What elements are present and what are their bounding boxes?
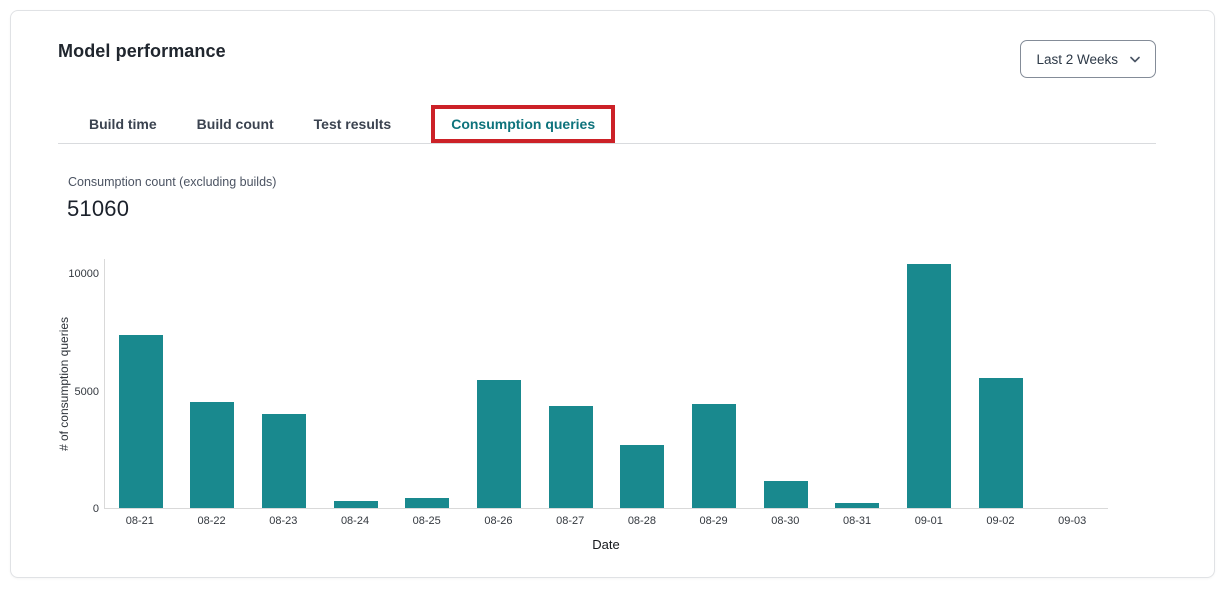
model-performance-card: Model performance Last 2 Weeks Build tim…	[10, 10, 1215, 578]
tab-consumption-queries[interactable]: Consumption queries	[451, 116, 596, 132]
x-axis-labels: 08-21 08-22 08-23 08-24 08-25 08-26 08-27 08-28…	[104, 515, 1108, 527]
chevron-down-icon	[1130, 56, 1140, 63]
x-tick-label-08-30: 08-30	[771, 515, 800, 527]
bar-08-22	[190, 401, 235, 508]
x-tick-label-08-25: 08-25	[412, 515, 441, 527]
bar-slot-08-26	[463, 259, 535, 508]
y-tick-label-10000: 10000	[68, 268, 99, 281]
bar-slot-09-01	[893, 259, 965, 508]
bar-08-24	[333, 500, 378, 508]
bar-slot-08-31	[821, 259, 893, 508]
tab-test-results[interactable]: Test results	[313, 116, 392, 132]
page-title: Model performance	[58, 41, 226, 61]
bar-08-31	[835, 502, 880, 508]
bar-slot-08-28	[606, 259, 678, 508]
y-axis-ticks: 0 5000 10000	[11, 259, 99, 515]
tab-bar: Build time Build count Test results Cons…	[58, 105, 1156, 144]
x-tick-label-08-29: 08-29	[699, 515, 728, 527]
y-tick-label-0: 0	[92, 503, 99, 515]
bar-08-27	[548, 406, 593, 508]
bar-09-02	[978, 378, 1023, 508]
stat-label: Consumption count (excluding builds)	[68, 175, 277, 189]
x-tick-label-08-22: 08-22	[197, 515, 226, 527]
bar-08-21	[118, 335, 163, 508]
x-tick-label-08-31: 08-31	[842, 515, 872, 527]
x-tick-label-09-02: 09-02	[986, 515, 1015, 527]
bar-slot-08-30	[750, 259, 822, 508]
x-axis-title: Date	[592, 537, 620, 552]
x-tick-label-08-26: 08-26	[484, 515, 513, 527]
bar-slot-08-23	[248, 259, 320, 508]
bar-08-30	[763, 481, 808, 508]
plot-area	[104, 259, 1108, 509]
bar-slot-08-21	[105, 259, 177, 508]
bar-slot-08-24	[320, 259, 392, 508]
x-tick-label-08-24: 08-24	[340, 515, 370, 527]
bar-slot-09-03	[1036, 259, 1108, 508]
stat-value: 51060	[67, 196, 130, 221]
bar-08-28	[620, 444, 665, 508]
tab-build-time[interactable]: Build time	[89, 116, 157, 132]
date-range-dropdown[interactable]: Last 2 Weeks	[1020, 40, 1156, 78]
bar-08-23	[262, 414, 307, 508]
bar-08-29	[691, 404, 736, 508]
bar-slot-08-25	[392, 259, 464, 508]
tab-build-count[interactable]: Build count	[196, 116, 274, 132]
y-tick-label-5000: 5000	[74, 385, 99, 398]
x-tick-label-08-27: 08-27	[556, 515, 585, 527]
x-tick-label-08-23: 08-23	[269, 515, 298, 527]
bar-slot-08-27	[535, 259, 607, 508]
x-tick-label-08-21: 08-21	[125, 515, 154, 527]
bar-08-25	[405, 497, 450, 508]
bar-slot-09-02	[965, 259, 1037, 508]
date-range-value: Last 2 Weeks	[1036, 51, 1118, 67]
x-tick-label-09-01: 09-01	[914, 515, 943, 527]
bar-09-01	[906, 263, 951, 508]
annotation-box: Consumption queries	[431, 105, 616, 143]
bar-08-26	[477, 379, 522, 508]
bar-slot-08-29	[678, 259, 750, 508]
consumption-queries-chart: # of consumption queries 0 5000 10000 08-2…	[11, 259, 1214, 569]
x-tick-label-09-03: 09-03	[1058, 515, 1087, 527]
bar-slot-08-22	[177, 259, 249, 508]
x-tick-label-08-28: 08-28	[627, 515, 656, 527]
